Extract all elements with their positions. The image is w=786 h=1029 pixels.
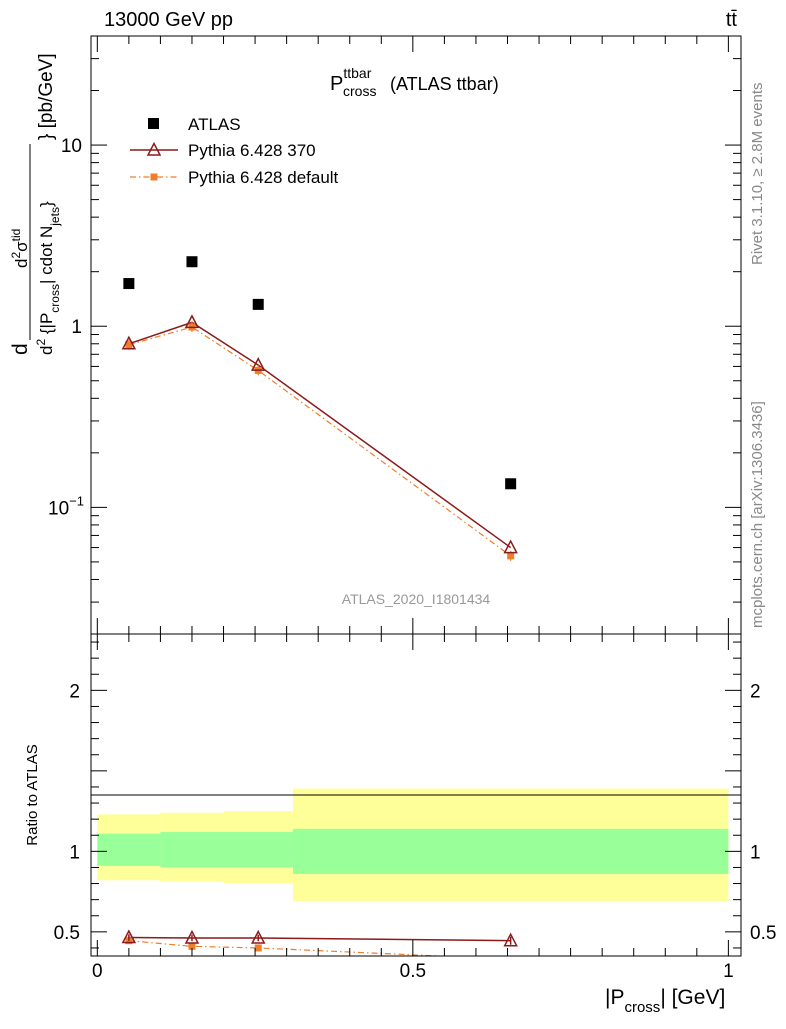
- process-label: tt̄: [726, 9, 738, 31]
- ratio-bands: [97, 788, 729, 902]
- main-panel: 10−1 1 10 Pttbar cross (ATLAS ttbar) ATLAS…: [48, 35, 742, 635]
- pythia-default-point: [125, 341, 133, 349]
- rivet-label: Rivet 3.1.10, ≥ 2.8M events: [749, 83, 766, 266]
- pythia370-point: [121, 335, 137, 350]
- ratio-y-tick-labels: 0.5 0.5 1 1 2 2: [54, 681, 777, 944]
- y-axis-label-numerator: d2σtid: [9, 229, 31, 268]
- ratio-band-inner: [97, 833, 161, 866]
- x-axis-label: |Pcross| [GeV]: [605, 986, 725, 1016]
- title-rest: (ATLAS ttbar): [390, 74, 499, 94]
- legend-pythia370-label: Pythia 6.428 370: [188, 141, 316, 160]
- title-sup: ttbar: [343, 65, 371, 81]
- legend-pythia370-marker: [146, 141, 162, 156]
- main-lines: [128, 321, 512, 557]
- y-num-sigma: σ: [12, 241, 31, 252]
- main-y-tick-labels: 10−1 1 10: [48, 136, 84, 519]
- ratio-y-tick-label-right: 1: [750, 842, 761, 863]
- ratio-frame: [90, 633, 742, 957]
- x-tick-label: 1: [723, 961, 734, 982]
- ratio-pythia370-point: [250, 929, 266, 944]
- ratio-y-tick-label: 2: [69, 681, 80, 702]
- main-y-tick-label: 1: [71, 317, 82, 338]
- ratio-y-axis-label: Ratio to ATLAS: [24, 744, 41, 845]
- analysis-id-label: ATLAS_2020_I1801434: [342, 591, 491, 607]
- ratio-pythia-default-point: [254, 944, 262, 952]
- energy-label: 13000 GeV pp: [104, 9, 233, 31]
- y-num-sup-tid: tid: [9, 229, 23, 242]
- legend: ATLAS Pythia 6.428 370 Pythia 6.428 defa…: [130, 115, 339, 187]
- y-den-sub-cross: cross: [48, 284, 62, 313]
- x-tick-labels: 0 0.5 1: [92, 961, 734, 982]
- x-axis-label-sub: cross: [624, 999, 660, 1016]
- ratio-y-tick-label-right: 2: [750, 681, 761, 702]
- x-axis-label-pre: |P: [605, 986, 624, 1009]
- y-axis-label-units: } [pb/GeV]: [36, 53, 57, 140]
- y-den-sub-jets: jets: [48, 207, 62, 227]
- y-num-sup2: 2: [9, 252, 23, 259]
- title-sub: cross: [343, 83, 376, 99]
- main-y-tick-label: 10−1: [48, 493, 84, 519]
- legend-atlas-label: ATLAS: [188, 115, 241, 134]
- atlas-data-point: [123, 278, 135, 290]
- y-axis-label-d: d: [9, 343, 32, 355]
- ratio-lines: [128, 936, 511, 957]
- ratio-pythia-default-point: [188, 942, 196, 950]
- plot-title: Pttbar: [330, 65, 372, 95]
- main-ticks: [91, 35, 741, 635]
- pythia370-point: [250, 356, 266, 371]
- ratio-band-inner: [223, 832, 293, 868]
- x-axis-label-post: | [GeV]: [660, 986, 725, 1009]
- y-den-d: d: [37, 346, 56, 355]
- ratio-band-inner: [292, 828, 729, 874]
- main-markers: [121, 256, 518, 561]
- x-tick-label: 0: [92, 961, 103, 982]
- ratio-band-inner: [160, 832, 224, 868]
- ratio-pythia370-point: [184, 929, 200, 944]
- y-den-post: }: [37, 201, 56, 207]
- y-axis-label: d d2σtid d2 {|Pcross| cdot Njets} } [pb/…: [9, 53, 62, 355]
- legend-atlas-marker: [148, 118, 159, 129]
- legend-default-marker: [150, 173, 158, 181]
- ratio-pythia-default-line: [128, 940, 439, 957]
- ratio-pythia370-point: [503, 932, 518, 947]
- ratio-panel: 0.5 0.51 12 2 0 0.5 1 Ratio to ATLAS: [24, 633, 777, 982]
- legend-default-label: Pythia 6.428 default: [188, 168, 339, 187]
- atlas-data-point: [252, 298, 264, 310]
- ratio-y-tick-label: 0.5: [54, 923, 80, 944]
- ratio-ticks: [91, 634, 741, 956]
- y-num-d: d: [12, 259, 31, 268]
- pythia370-point: [503, 539, 518, 554]
- ratio-pythia370-point: [121, 929, 137, 944]
- atlas-data-point: [186, 256, 198, 268]
- title-main: P: [330, 73, 343, 95]
- ratio-y-tick-label: 1: [69, 842, 80, 863]
- ratio-y-tick-label-right: 0.5: [750, 923, 776, 944]
- pythia-default-line: [128, 326, 512, 557]
- y-den-sup2: 2: [34, 339, 48, 346]
- y-den-mid2: | cdot N: [37, 226, 56, 284]
- pythia370-line: [128, 321, 512, 549]
- ratio-pythia370-line: [128, 936, 511, 942]
- atlas-data-point: [505, 478, 517, 490]
- pythia-default-point: [507, 552, 515, 560]
- ratio-markers: [121, 929, 518, 952]
- mcplots-label: mcplots.cern.ch [arXiv:1306.3436]: [749, 401, 766, 628]
- pythia370-point: [184, 314, 200, 329]
- x-tick-label: 0.5: [400, 961, 426, 982]
- y-den-mid: {|P: [37, 313, 56, 339]
- main-y-tick-label: 10: [61, 136, 82, 157]
- y-axis-label-denominator: d2 {|Pcross| cdot Njets}: [34, 201, 62, 355]
